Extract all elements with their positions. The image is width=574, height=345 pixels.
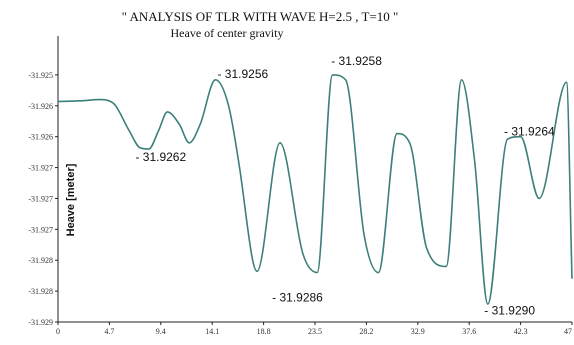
x-tick-label: 47 [564,327,572,336]
x-tick-label: 18.8 [257,327,271,336]
y-tick-label: -31.928 [28,256,53,265]
annotation-label: - 31.9264 [504,124,555,138]
x-tick-label: 14.1 [205,327,219,336]
x-tick-label: 42.3 [514,327,528,336]
annotation-label: - 31.9256 [217,67,268,81]
x-tick-label: 32.9 [411,327,425,336]
annotation-label: - 31.9262 [135,150,186,164]
y-axis-label: Heave [meter] [65,163,77,236]
x-tick-label: 0 [56,327,60,336]
y-tick-label: -31.927 [28,164,53,173]
y-tick-label: -31.925 [28,71,53,80]
annotation-label: - 31.9258 [331,54,382,68]
y-ticks: -31.925 -31.926 -31.926 -31.927 -31.927 -31.9… [28,71,58,327]
x-tick-label: 23.5 [308,327,322,336]
x-tick-label: 4.7 [104,327,114,336]
y-tick-label: -31.926 [28,102,53,111]
chart-title: " ANALYSIS OF TLR WITH WAVE H=2.5 , T=10… [122,9,399,24]
y-tick-label: -31.927 [28,194,53,203]
annotation-label: - 31.9286 [272,291,323,305]
x-tick-label: 9.4 [156,327,166,336]
annotation-label: - 31.9290 [484,304,535,318]
y-tick-label: -31.927 [28,225,53,234]
y-tick-label: -31.929 [28,318,53,327]
heave-series-line [57,74,573,305]
x-ticks: 0 4.7 9.4 14.1 18.8 23.5 28.2 32.9 37.6 42.3 47 [56,322,573,336]
y-tick-label: -31.928 [28,287,53,296]
y-tick-label: -31.926 [28,133,53,142]
annotations: - 31.9262 - 31.9256 - 31.9258 - 31.9286 - 31… [135,54,555,318]
x-tick-label: 28.2 [359,327,373,336]
x-tick-label: 37.6 [462,327,476,336]
chart-subtitle: Heave of center gravity [171,26,284,40]
